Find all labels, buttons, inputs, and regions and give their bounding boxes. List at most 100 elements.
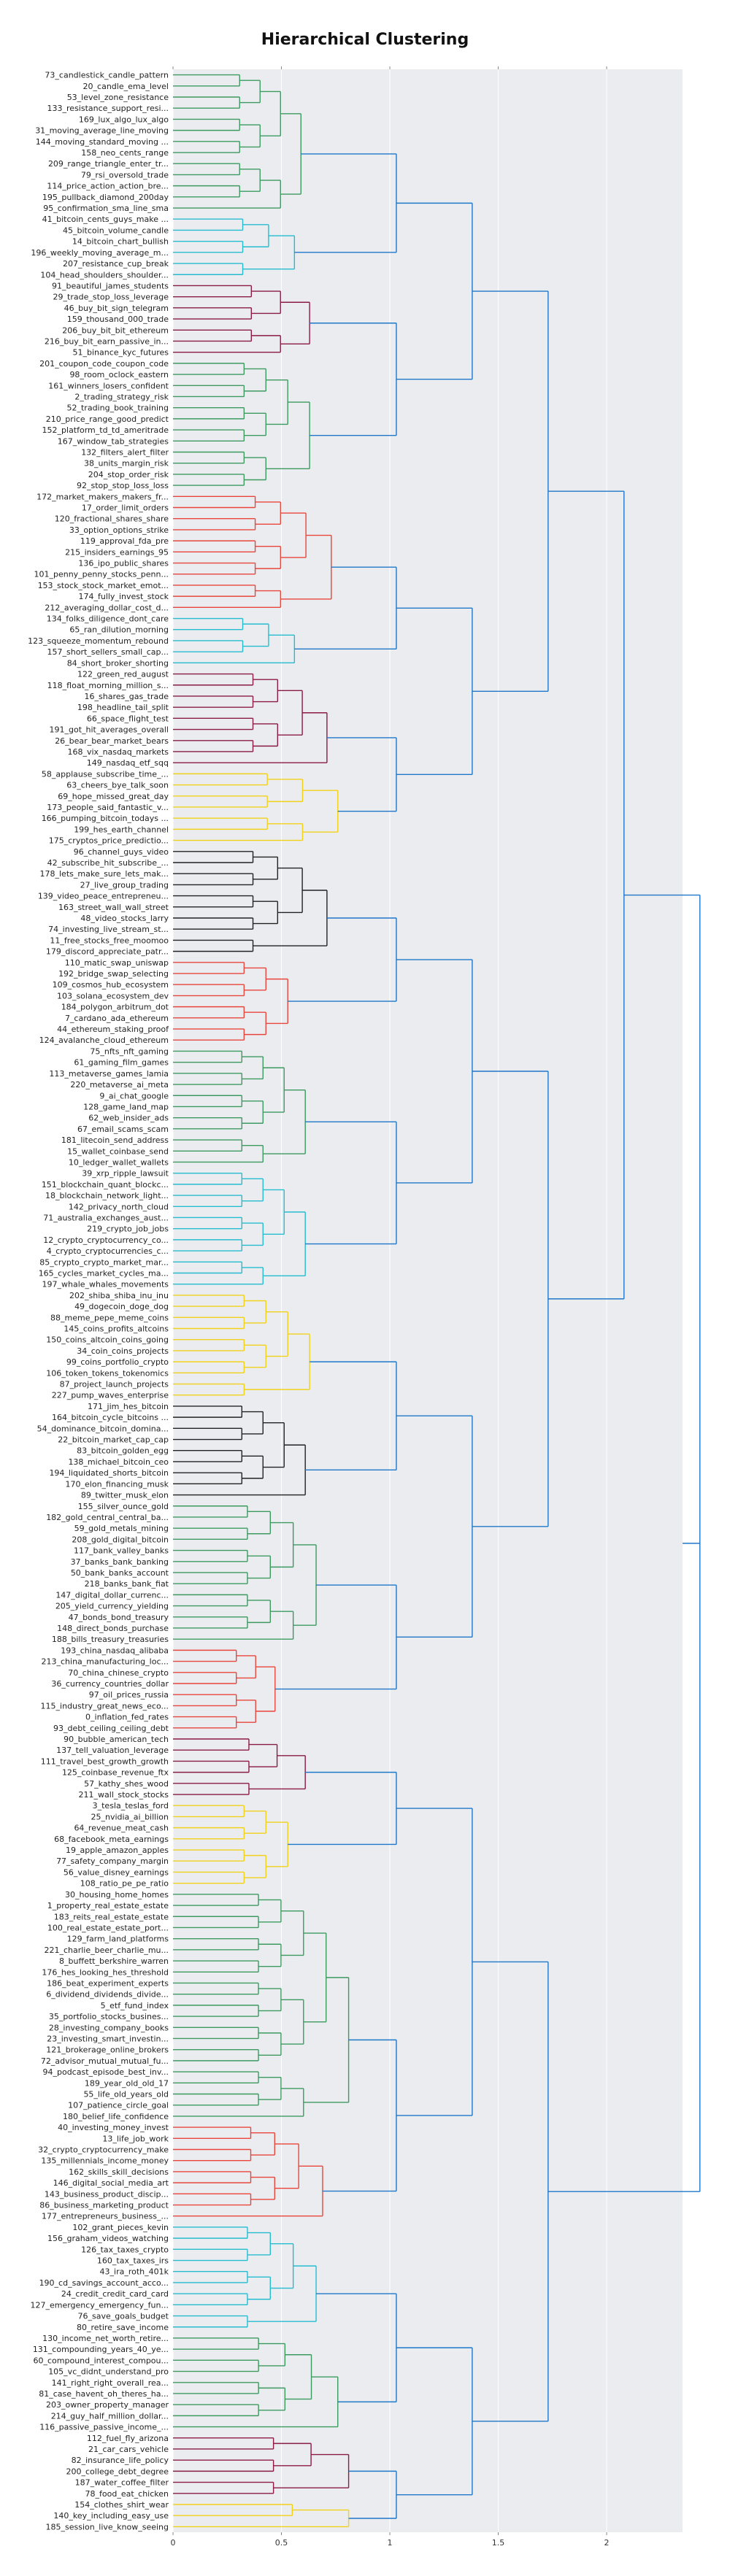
leaf-label: 37_banks_bank_banking <box>71 1557 169 1567</box>
chart-title: Hierarchical Clustering <box>261 31 469 49</box>
x-tick-label: 1.5 <box>492 2538 505 2548</box>
leaf-label: 131_compounding_years_40_ye... <box>33 2345 169 2354</box>
leaf-label: 100_real_estate_estate_port... <box>47 1923 169 1932</box>
leaf-label: 209_range_triangle_enter_tr... <box>48 159 169 169</box>
leaf-label: 73_candlestick_candle_pattern <box>45 71 169 80</box>
leaf-label: 198_headline_tail_split <box>77 703 169 712</box>
leaf-label: 21_car_cars_vehicle <box>88 2445 169 2454</box>
leaf-label: 92_stop_stop_loss_loss <box>77 481 169 490</box>
leaf-label: 165_cycles_market_cycles_ma... <box>39 1268 169 1278</box>
leaf-label: 17_order_limit_orders <box>82 504 169 513</box>
leaf-label: 83_bitcoin_golden_egg <box>77 1446 169 1456</box>
leaf-label: 93_debt_ceiling_ceiling_debt <box>53 1724 169 1733</box>
leaf-label: 66_space_flight_test <box>87 714 169 723</box>
leaf-label: 210_price_range_good_predict <box>46 414 169 424</box>
leaf-label: 152_platform_td_td_ameritrade <box>42 425 169 435</box>
leaf-label: 90_bubble_american_tech <box>64 1735 169 1744</box>
leaf-label: 227_pump_waves_enterprise <box>52 1391 169 1400</box>
leaf-label: 153_stock_stock_market_emot... <box>38 581 169 590</box>
leaf-label: 41_bitcoin_cents_guys_make ... <box>42 215 169 224</box>
leaf-label: 118_float_morning_million_s... <box>47 681 169 690</box>
leaf-label: 133_resistance_support_resi... <box>47 104 169 113</box>
leaf-label: 51_binance_kyc_futures <box>73 348 169 358</box>
leaf-label: 171_jim_hes_bitcoin <box>88 1402 169 1411</box>
leaf-label: 149_nasdaq_etf_sqq <box>87 758 169 768</box>
leaf-label: 5_etf_fund_index <box>101 2001 169 2010</box>
leaf-label: 16_shares_gas_trade <box>85 692 169 701</box>
leaf-label: 187_water_coffee_filter <box>75 2478 169 2488</box>
leaf-label: 199_hes_earth_channel <box>74 825 169 834</box>
leaf-label: 50_bank_banks_account <box>71 1568 169 1578</box>
leaf-label: 80_retire_save_income <box>77 2323 169 2332</box>
leaf-label: 161_winners_losers_confident <box>48 381 169 390</box>
leaf-label: 31_moving_average_line_moving <box>35 126 169 136</box>
leaf-label: 150_coins_altcoin_coins_going <box>46 1335 169 1345</box>
leaf-label: 85_crypto_crypto_market_mar... <box>39 1257 169 1267</box>
leaf-label: 180_belief_life_confidence <box>63 2112 169 2121</box>
leaf-label: 67_email_scams_scam <box>77 1125 169 1134</box>
leaf-label: 75_nfts_nft_gaming <box>90 1046 169 1056</box>
leaf-label: 36_currency_countries_dollar <box>51 1679 169 1689</box>
leaf-label: 220_metaverse_ai_meta <box>70 1080 169 1090</box>
leaf-label: 151_blockchain_quant_blockc... <box>42 1180 169 1189</box>
leaf-label: 94_podcast_episode_best_inv... <box>42 2067 169 2077</box>
x-tick-label: 0 <box>171 2538 176 2548</box>
leaf-label: 69_hope_missed_great_day <box>58 792 169 801</box>
leaf-label: 186_beat_experiment_experts <box>47 1978 169 1988</box>
leaf-label: 96_channel_guys_video <box>74 847 169 857</box>
leaf-label: 109_cosmos_hub_ecosystem <box>53 980 169 990</box>
leaf-label: 101_penny_penny_stocks_penn... <box>34 570 169 579</box>
leaf-label: 13_life_job_work <box>102 2134 169 2143</box>
leaf-label: 170_elon_financing_musk <box>66 1479 169 1489</box>
leaf-label: 84_short_broker_shorting <box>67 658 169 668</box>
leaf-label: 122_green_red_august <box>77 670 169 679</box>
leaf-label: 139_video_peace_entrepreneu... <box>38 892 169 901</box>
leaf-label: 64_revenue_meat_cash <box>74 1824 169 1833</box>
leaf-label: 193_china_nasdaq_alibaba <box>61 1646 169 1655</box>
leaf-label: 216_buy_bit_earn_passive_in... <box>45 336 169 346</box>
leaf-label: 63_cheers_bye_talk_soon <box>66 781 169 790</box>
leaf-label: 95_confirmation_sma_line_sma <box>43 204 169 213</box>
leaf-label: 68_facebook_meta_earnings <box>54 1835 169 1844</box>
leaf-label: 117_bank_valley_banks <box>74 1546 169 1556</box>
leaf-label: 98_room_oclock_eastern <box>69 370 169 379</box>
leaf-label: 40_investing_money_invest <box>58 2123 169 2132</box>
leaf-label: 156_graham_videos_watching <box>47 2234 169 2243</box>
leaf-label: 218_banks_bank_fiat <box>85 1579 169 1589</box>
leaf-label: 74_investing_live_stream_st... <box>48 925 169 934</box>
leaf-label: 108_ratio_pe_pe_ratio <box>80 1879 169 1889</box>
leaf-label: 124_avalanche_cloud_ethereum <box>39 1036 169 1045</box>
leaf-label: 82_insurance_life_policy <box>72 2456 169 2465</box>
leaf-label: 4_crypto_cryptocurrencies_c... <box>47 1246 169 1256</box>
leaf-label: 172_market_makers_makers_fr... <box>36 492 169 501</box>
leaf-label: 164_bitcoin_cycle_bitcoins ... <box>52 1413 169 1422</box>
leaf-label: 126_tax_taxes_crypto <box>81 2245 169 2254</box>
leaf-label: 32_crypto_cryptocurrency_make <box>38 2145 169 2155</box>
leaf-label: 142_privacy_north_cloud <box>69 1202 169 1211</box>
leaf-label: 24_credit_credit_card_card <box>61 2289 169 2299</box>
leaf-label: 214_guy_half_million_dollar... <box>51 2411 169 2421</box>
leaf-label: 166_pumping_bitcoin_todays ... <box>42 814 169 823</box>
leaf-label: 102_grant_pieces_kevin <box>72 2223 169 2232</box>
leaf-label: 45_bitcoin_volume_candle <box>63 225 169 235</box>
leaf-label: 0_inflation_fed_rates <box>85 1713 169 1722</box>
leaf-label: 97_oil_prices_russia <box>89 1690 169 1700</box>
leaf-label: 146_digital_social_media_art <box>53 2178 169 2188</box>
leaf-label: 207_resistance_cup_break <box>63 259 169 269</box>
leaf-label: 86_business_marketing_product <box>39 2201 169 2210</box>
leaf-label: 173_people_said_fantastic_v... <box>47 803 169 812</box>
leaf-label: 130_income_net_worth_retire... <box>42 2334 169 2343</box>
leaf-label: 167_window_tab_strategies <box>58 436 169 446</box>
leaf-label: 182_gold_central_central_ba... <box>46 1513 169 1522</box>
leaf-label: 59_gold_metals_mining <box>74 1524 169 1533</box>
leaf-label: 46_buy_bit_sign_telegram <box>64 304 169 313</box>
leaf-label: 175_cryptos_price_predictio... <box>49 836 169 846</box>
leaf-label: 136_ipo_public_shares <box>78 559 169 568</box>
leaf-label: 148_direct_bonds_purchase <box>57 1624 169 1633</box>
leaf-label: 116_passive_passive_income_... <box>39 2423 169 2432</box>
leaf-label: 43_ira_roth_401k <box>100 2267 169 2277</box>
leaf-label: 215_insiders_earnings_95 <box>65 547 169 557</box>
leaf-label: 204_stop_order_risk <box>88 470 169 479</box>
leaf-label: 203_owner_property_manager <box>46 2400 169 2410</box>
